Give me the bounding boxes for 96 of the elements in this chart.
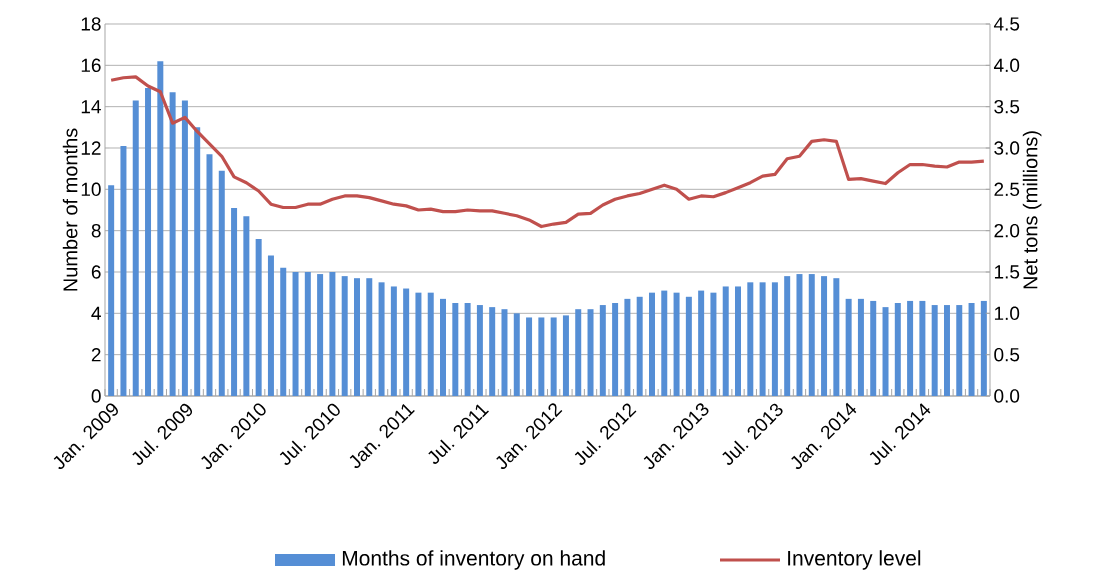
y-tick-label: 4 <box>91 306 101 320</box>
bar <box>550 317 557 396</box>
y-tick-label: 14 <box>81 100 101 114</box>
bar <box>464 302 471 396</box>
y-tick-label: 6 <box>91 265 101 279</box>
y-tick-label: 12 <box>81 141 101 155</box>
y2-tick-label: 4.5 <box>993 17 1020 31</box>
bar <box>648 292 655 396</box>
bar <box>685 296 692 396</box>
bar <box>894 302 901 396</box>
bar <box>280 267 287 396</box>
bar <box>415 292 422 396</box>
y2-tick-label: 4.0 <box>993 58 1020 73</box>
y2-tick-label: 3.0 <box>994 141 1020 155</box>
y2-tick-label: 2.5 <box>994 182 1020 197</box>
bar <box>612 302 619 396</box>
legend-label: Inventory level <box>788 550 921 570</box>
bar <box>931 305 938 396</box>
bar <box>907 300 914 396</box>
bar <box>489 307 496 396</box>
y2-tick-label: 1.5 <box>994 265 1020 279</box>
y2-tick-label: 0.0 <box>994 389 1020 403</box>
bar <box>206 154 213 396</box>
bar <box>698 290 705 396</box>
bar <box>120 145 127 396</box>
bar <box>575 309 582 396</box>
bar <box>390 286 397 396</box>
bar <box>833 278 840 396</box>
legend-label: Months of inventory on hand <box>342 550 605 570</box>
bar <box>194 127 201 396</box>
y-tick-label: 8 <box>91 223 101 238</box>
bar <box>636 296 643 396</box>
bar <box>378 282 385 396</box>
bar <box>980 300 987 396</box>
bar <box>673 292 680 396</box>
bar <box>157 61 164 396</box>
bar <box>526 317 533 396</box>
bar <box>181 100 188 396</box>
bar <box>476 305 483 396</box>
bar <box>132 100 139 396</box>
bar <box>968 302 975 396</box>
bar <box>661 290 668 396</box>
bar <box>108 185 115 396</box>
y2-tick-label: 3.5 <box>994 99 1020 114</box>
bar <box>440 298 447 396</box>
bar <box>538 317 545 396</box>
bar <box>624 298 631 396</box>
bar <box>784 276 791 396</box>
bar <box>562 315 569 396</box>
bar <box>722 286 729 396</box>
y-tick-label: 10 <box>81 182 101 197</box>
y2-axis-title: Net tons (millions) <box>1022 131 1042 289</box>
bar <box>747 282 754 396</box>
bar <box>255 238 262 396</box>
bar <box>292 271 299 396</box>
bar <box>821 276 828 396</box>
y2-tick-label: 2.0 <box>994 223 1020 238</box>
bar <box>243 216 250 396</box>
bar <box>870 300 877 396</box>
y-tick-label: 16 <box>81 58 101 73</box>
bar <box>341 276 348 396</box>
bar <box>145 88 152 396</box>
bar <box>759 282 766 396</box>
y-axis-title: Number of months <box>62 128 78 291</box>
bar <box>304 271 311 396</box>
bar <box>808 274 815 396</box>
bar <box>317 274 324 396</box>
bar <box>857 298 864 396</box>
bar <box>796 274 803 396</box>
bar <box>771 282 778 396</box>
bar <box>218 170 225 396</box>
bar <box>599 305 606 396</box>
bar <box>267 255 274 396</box>
bar <box>845 298 852 396</box>
bar <box>956 305 963 396</box>
bar <box>427 292 434 396</box>
bar <box>513 313 520 396</box>
y-tick-label: 0 <box>91 389 101 403</box>
bar <box>943 305 950 396</box>
y2-tick-label: 1.0 <box>994 306 1020 321</box>
bar <box>882 307 889 396</box>
bar <box>587 309 594 396</box>
bar <box>169 92 176 396</box>
bar <box>329 271 336 396</box>
bar <box>501 309 508 396</box>
y-tick-label: 18 <box>81 17 101 31</box>
bar <box>710 292 717 396</box>
y-tick-label: 2 <box>91 348 101 362</box>
bar <box>231 207 238 396</box>
bar <box>735 286 742 396</box>
y2-tick-label: 0.5 <box>994 347 1020 362</box>
bar <box>403 288 410 396</box>
bar <box>366 278 373 396</box>
bar <box>353 278 360 396</box>
bar <box>452 302 459 396</box>
bar <box>919 300 926 396</box>
